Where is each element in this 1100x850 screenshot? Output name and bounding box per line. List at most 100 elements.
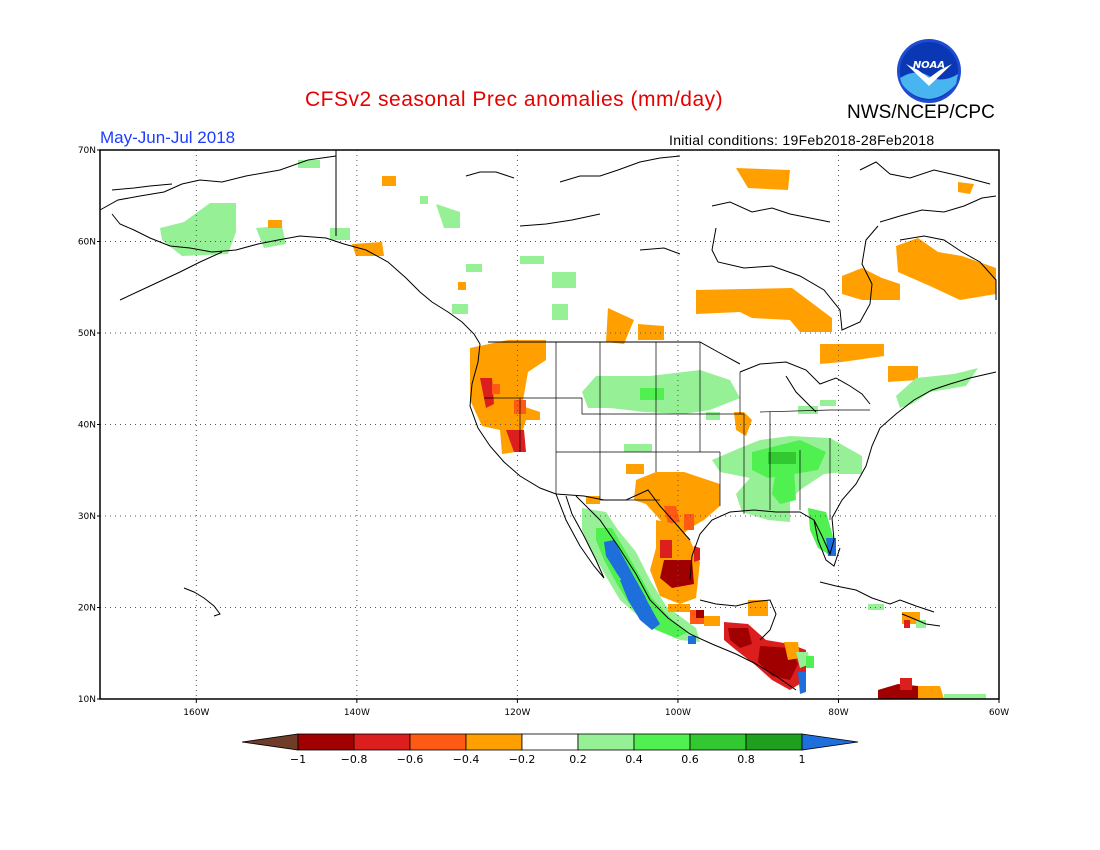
coastline-5 — [469, 343, 557, 495]
coastline-7 — [575, 495, 797, 691]
lat-tick-label: 60N — [78, 238, 96, 248]
agency-label: NWS/NCEP/CPC — [847, 102, 995, 123]
anomaly-region-74 — [868, 604, 884, 610]
anomaly-region-28 — [888, 366, 918, 382]
coastline-26 — [555, 489, 691, 541]
coastlines — [99, 150, 997, 691]
anomaly-region-17 — [492, 384, 500, 394]
anomaly-region-4 — [352, 242, 384, 256]
colorbar-swatch — [409, 733, 467, 751]
initial-conditions: Initial conditions: 19Feb2018-28Feb2018 — [669, 132, 935, 148]
anomaly-region-48 — [768, 452, 796, 464]
anomaly-region-24 — [958, 182, 974, 194]
latitude-labels: 70N 60N 50N 40N 30N 20N 10N — [78, 146, 100, 705]
lat-tick-label: 40N — [78, 421, 96, 431]
colorbar-label: 0.6 — [681, 753, 699, 766]
colorbar-swatch — [297, 733, 355, 751]
anomaly-region-12 — [552, 304, 568, 320]
lat-tick-label: 10N — [78, 695, 96, 705]
anomaly-region-9 — [466, 264, 482, 272]
anomaly-region-68 — [806, 656, 814, 668]
anomaly-region-52 — [838, 466, 862, 474]
colorbar-label: −0.6 — [397, 753, 424, 766]
coastline-6 — [555, 493, 605, 579]
anomaly-region-72 — [918, 686, 944, 699]
anomaly-region-5 — [268, 220, 282, 228]
season-label: May-Jun-Jul 2018 — [100, 128, 236, 147]
colorbar-label: 0.8 — [737, 753, 755, 766]
anomaly-region-44 — [694, 546, 700, 562]
coastline-12 — [879, 195, 997, 223]
anomaly-region-13 — [452, 304, 468, 314]
colorbar-label: −1 — [290, 753, 306, 766]
anomaly-region-69 — [798, 672, 806, 694]
coastline-13 — [899, 235, 997, 300]
coastline-23 — [639, 247, 681, 255]
anomaly-region-60 — [668, 604, 690, 612]
coastline-8 — [689, 371, 997, 581]
colorbar-label: 0.4 — [625, 753, 643, 766]
anomaly-region-59 — [696, 610, 704, 618]
anomaly-region-11 — [552, 272, 576, 288]
coastline-0 — [99, 155, 337, 211]
anomaly-region-42 — [660, 560, 694, 588]
anomaly-region-14 — [458, 282, 466, 290]
anomaly-region-71 — [900, 678, 912, 690]
anomaly-region-73 — [944, 694, 986, 699]
map-title: CFSv2 seasonal Prec anomalies (mm/day) — [305, 88, 724, 111]
anomaly-region-19 — [506, 430, 526, 452]
anomaly-region-66 — [784, 642, 800, 660]
anomaly-region-35 — [624, 444, 652, 452]
lon-tick-label: 80W — [828, 708, 848, 718]
anomaly-region-61 — [704, 616, 720, 626]
anomaly-region-34 — [820, 400, 836, 406]
anomaly-region-22 — [696, 288, 832, 332]
colorbar-high-arrow — [801, 733, 859, 751]
anomaly-region-77 — [916, 620, 926, 628]
colorbar-swatch — [577, 733, 635, 751]
anomaly-region-64 — [728, 628, 752, 648]
coastline-16 — [813, 519, 841, 567]
anomaly-region-21 — [638, 324, 664, 340]
colorbar-low-arrow — [241, 733, 299, 751]
coastline-24 — [859, 161, 991, 185]
colorbar-swatch — [353, 733, 411, 751]
anomaly-region-39 — [664, 506, 680, 524]
anomaly-region-49 — [772, 470, 796, 504]
coastline-20 — [465, 171, 515, 179]
anomaly-region-32 — [734, 412, 752, 436]
lat-tick-label: 50N — [78, 329, 96, 339]
anomaly-region-38 — [626, 464, 644, 474]
colorbar-label: 1 — [799, 753, 806, 766]
anomaly-region-10 — [520, 256, 544, 264]
anomaly-region-6 — [382, 176, 396, 186]
coastline-3 — [119, 251, 223, 301]
anomaly-region-0 — [160, 203, 236, 256]
anomaly-region-33 — [798, 406, 818, 414]
colorbar-label: −0.8 — [341, 753, 368, 766]
lon-tick-label: 140W — [344, 708, 370, 718]
anomaly-region-62 — [748, 600, 768, 616]
anomaly-region-36 — [706, 412, 720, 420]
anomaly-region-16 — [480, 378, 494, 408]
anomaly-region-15 — [470, 340, 546, 454]
coastline-22 — [519, 213, 601, 227]
anomaly-region-25 — [842, 268, 900, 300]
coastline-10 — [711, 201, 831, 223]
lat-tick-label: 20N — [78, 604, 96, 614]
coastline-18 — [901, 613, 941, 627]
coastline-1 — [111, 183, 173, 191]
anomaly-region-20 — [606, 308, 634, 344]
political-border-4 — [581, 398, 658, 415]
coastline-9 — [699, 599, 777, 641]
colorbar-swatch — [689, 733, 747, 751]
anomaly-region-57 — [688, 636, 696, 644]
colorbar-swatch — [633, 733, 691, 751]
anomaly-region-23 — [736, 168, 790, 190]
coastline-11 — [711, 225, 879, 331]
lon-tick-label: 120W — [504, 708, 530, 718]
colorbar-label: −0.2 — [509, 753, 536, 766]
noaa-logo-icon: NOAA — [897, 39, 961, 103]
anomaly-region-3 — [330, 228, 350, 240]
anomaly-region-43 — [660, 540, 672, 558]
